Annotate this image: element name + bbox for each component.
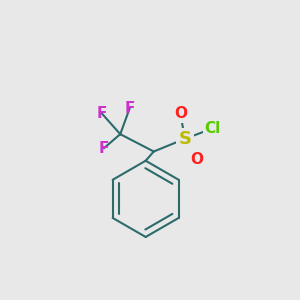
Text: F: F <box>97 106 107 121</box>
Text: O: O <box>174 106 187 121</box>
Text: F: F <box>99 140 109 155</box>
Text: Cl: Cl <box>205 121 221 136</box>
Text: S: S <box>178 130 191 148</box>
Text: F: F <box>124 101 135 116</box>
Text: O: O <box>190 152 203 167</box>
